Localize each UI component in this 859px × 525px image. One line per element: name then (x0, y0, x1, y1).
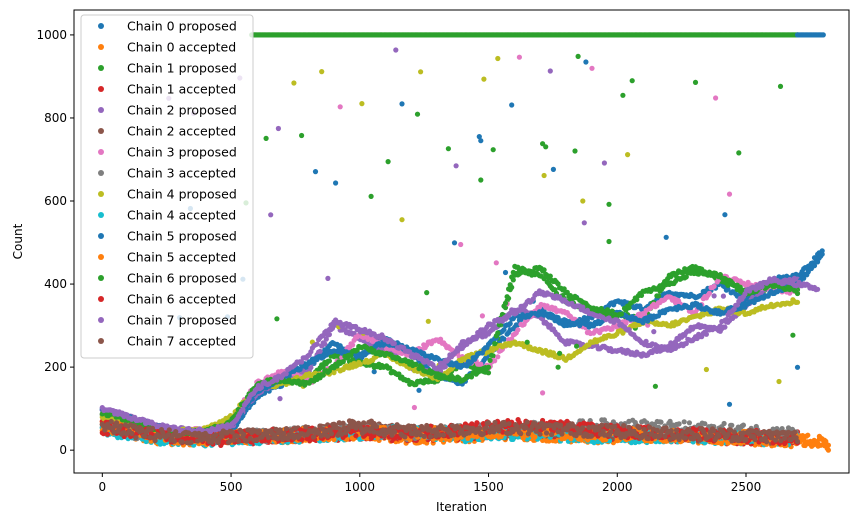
data-point (676, 421, 682, 427)
data-point (357, 361, 363, 367)
data-point (540, 390, 546, 396)
data-point (541, 267, 547, 273)
data-point (711, 283, 717, 289)
data-point (686, 420, 693, 426)
data-point (275, 125, 281, 132)
data-point (326, 358, 332, 364)
data-point (478, 177, 484, 183)
data-point (589, 65, 595, 71)
data-point (323, 336, 329, 342)
data-point (722, 324, 728, 330)
data-point (729, 422, 735, 428)
data-point (703, 366, 710, 373)
data-point (319, 69, 325, 75)
data-point (445, 146, 451, 152)
data-point (337, 104, 343, 110)
data-point (320, 364, 326, 370)
data-point (681, 419, 687, 425)
data-point (555, 281, 561, 287)
data-point (736, 150, 742, 156)
data-point (458, 241, 464, 248)
data-point (581, 220, 587, 226)
data-point (580, 198, 586, 204)
data-point (663, 234, 669, 240)
data-point (794, 364, 801, 370)
data-point (411, 404, 417, 411)
data-point (547, 273, 553, 279)
data-point (725, 286, 731, 292)
data-point (547, 322, 553, 328)
data-point (418, 69, 424, 75)
data-point (509, 102, 515, 108)
data-point (481, 76, 487, 82)
data-point (625, 152, 631, 158)
data-point (476, 134, 482, 140)
data-point (368, 193, 374, 199)
data-point (493, 260, 499, 266)
data-point (495, 55, 501, 62)
data-point (399, 217, 405, 223)
data-point (312, 169, 319, 175)
data-point (575, 53, 581, 60)
data-point (322, 341, 328, 347)
data-point (726, 191, 733, 197)
data-point (776, 378, 782, 385)
data-point (721, 420, 727, 427)
data-point (485, 370, 492, 376)
data-point (713, 95, 719, 101)
data-point (495, 354, 501, 360)
data-point (655, 293, 662, 299)
data-point (540, 316, 546, 322)
data-point (740, 422, 747, 428)
data-point (479, 313, 485, 319)
data-point (399, 101, 405, 107)
data-point (516, 54, 523, 60)
data-point (794, 299, 801, 305)
data-point (350, 342, 356, 348)
data-point (326, 331, 332, 338)
data-point (606, 238, 612, 245)
data-point (425, 318, 431, 324)
data-point (291, 80, 297, 86)
data-point (308, 364, 314, 371)
data-point (387, 365, 393, 371)
data-point (583, 59, 589, 65)
data-point (515, 327, 521, 333)
data-point (706, 290, 713, 296)
plot-marks (99, 32, 832, 453)
data-point (652, 383, 659, 389)
data-point (726, 401, 733, 407)
data-point (541, 172, 547, 179)
data-point (711, 293, 717, 299)
data-point (501, 336, 507, 342)
data-point (371, 369, 377, 375)
data-point (317, 348, 323, 354)
data-point (453, 163, 459, 169)
data-point (359, 101, 365, 107)
data-point (658, 419, 664, 425)
data-point (502, 269, 509, 276)
